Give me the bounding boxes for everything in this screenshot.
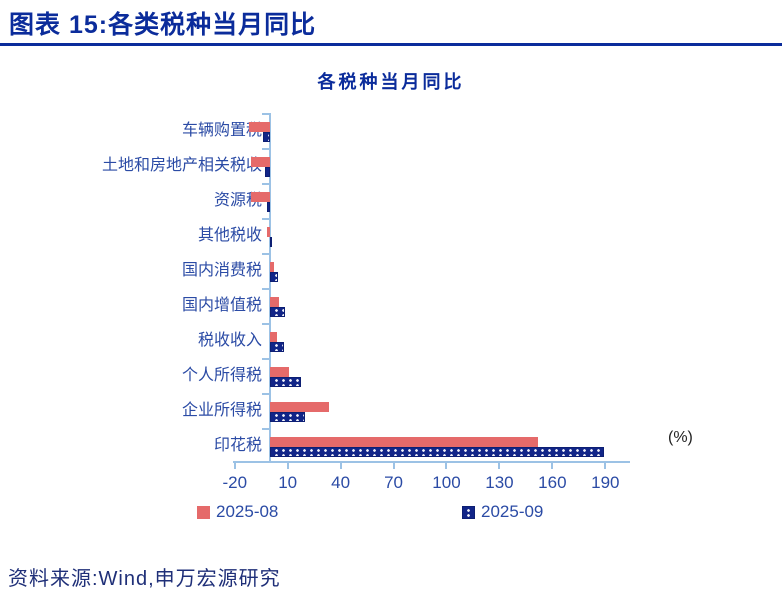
y-axis-tick <box>262 323 270 325</box>
bar-2025-09 <box>270 271 278 282</box>
bar-2025-09 <box>264 166 271 177</box>
legend-swatch-2025-08 <box>197 505 210 519</box>
bar-2025-08 <box>248 121 271 132</box>
bar-2025-09 <box>270 411 306 422</box>
x-tick-label: 40 <box>331 473 351 492</box>
x-axis-tick <box>445 463 448 469</box>
legend-label-2025-09: 2025-09 <box>481 502 544 521</box>
bar-2025-09 <box>270 446 604 457</box>
x-tick-label: 10 <box>278 473 298 492</box>
page-title: 图表 15:各类税种当月同比 <box>9 11 317 39</box>
category-label: 资源税 <box>213 191 262 209</box>
bar-2025-08 <box>270 366 289 377</box>
legend-item-2025-08: 2025-08 <box>197 502 278 522</box>
category-label: 土地和房地产相关税收 <box>101 156 262 174</box>
y-axis-tick <box>262 183 270 185</box>
category-label: 国内消费税 <box>181 261 262 279</box>
x-tick-label: 160 <box>538 473 567 492</box>
legend-item-2025-09: 2025-09 <box>462 502 543 522</box>
bar-2025-08 <box>270 331 278 342</box>
bar-2025-09 <box>270 376 301 387</box>
category-label: 印花税 <box>213 436 262 454</box>
category-label: 国内增值税 <box>181 296 262 314</box>
bar-2025-09 <box>270 341 285 352</box>
bar-2025-09 <box>262 131 271 142</box>
x-axis-tick <box>604 463 607 469</box>
x-tick-label: 130 <box>485 473 514 492</box>
category-label: 车辆购置税 <box>181 121 262 139</box>
y-axis-tick <box>262 218 270 220</box>
x-tick-label: -20 <box>222 473 248 492</box>
x-axis-tick <box>286 463 289 469</box>
source-note: 资料来源:Wind,申万宏源研究 <box>8 568 281 590</box>
title-underline <box>0 43 782 46</box>
x-axis-tick <box>498 463 501 469</box>
x-tick-label: 100 <box>432 473 461 492</box>
y-axis-tick <box>262 393 270 395</box>
unit-label: (%) <box>668 429 693 446</box>
category-label: 企业所得税 <box>181 401 262 419</box>
x-axis-tick <box>233 463 236 469</box>
x-axis-tick <box>339 463 342 469</box>
bar-2025-08 <box>250 156 271 167</box>
bar-2025-08 <box>270 261 274 272</box>
x-tick-label: 70 <box>384 473 404 492</box>
bar-2025-08 <box>270 296 279 307</box>
bar-2025-09 <box>270 306 286 317</box>
y-axis-tick <box>262 358 270 360</box>
x-tick-label: 190 <box>591 473 620 492</box>
legend: 2025-08 2025-09 <box>0 502 782 524</box>
bar-2025-08 <box>267 226 271 237</box>
x-axis-line <box>233 461 630 463</box>
bar-2025-09 <box>270 236 273 247</box>
legend-label-2025-08: 2025-08 <box>216 502 279 521</box>
y-axis-tick <box>262 288 270 290</box>
x-axis-tick <box>392 463 395 469</box>
plot-area: -20 10 40 70 100 130 160 190 <box>222 113 630 492</box>
y-axis-tick <box>262 461 270 463</box>
category-label: 其他税收 <box>197 226 262 244</box>
x-axis-tick <box>551 463 554 469</box>
bar-2025-08 <box>270 401 330 412</box>
chart-title: 各税种当月同比 <box>317 72 465 92</box>
category-label: 税收收入 <box>197 331 262 349</box>
legend-swatch-2025-09 <box>462 505 475 519</box>
y-axis-tick <box>262 428 270 430</box>
bar-2025-09 <box>266 201 271 212</box>
category-axis: 车辆购置税土地和房地产相关税收资源税其他税收国内消费税国内增值税税收收入个人所得… <box>0 113 262 463</box>
y-axis-tick <box>262 253 270 255</box>
y-axis-line <box>269 113 272 463</box>
category-label: 个人所得税 <box>181 366 262 384</box>
bar-2025-08 <box>250 191 271 202</box>
y-axis-tick <box>262 148 270 150</box>
y-axis-tick <box>262 113 270 115</box>
bar-2025-08 <box>270 436 539 447</box>
